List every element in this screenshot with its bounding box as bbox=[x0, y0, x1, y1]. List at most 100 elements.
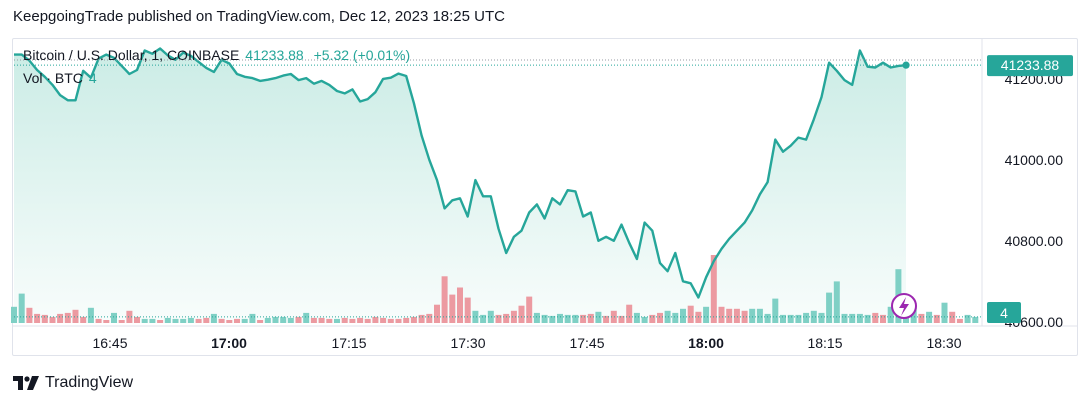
last-price-value: 41233.88 bbox=[245, 47, 304, 63]
volume-bar bbox=[387, 318, 394, 323]
volume-bar bbox=[418, 314, 425, 323]
volume-bar bbox=[541, 314, 548, 323]
volume-bar bbox=[49, 316, 56, 323]
volume-bar bbox=[641, 316, 648, 323]
volume-axis-badge bbox=[987, 302, 1021, 323]
volume-bar bbox=[487, 310, 494, 323]
volume-bar bbox=[764, 313, 771, 323]
volume-axis-label: 4 bbox=[1000, 305, 1008, 321]
volume-bar bbox=[864, 314, 871, 323]
volume-bar bbox=[595, 311, 602, 323]
volume-bar bbox=[87, 307, 94, 323]
symbol-title[interactable]: Bitcoin / U.S. Dollar, 1, COINBASE bbox=[23, 47, 240, 63]
volume-bar bbox=[964, 314, 971, 323]
publish-info: KeepgoingTrade published on TradingView.… bbox=[13, 8, 505, 25]
volume-bar bbox=[72, 309, 79, 323]
volume-bar bbox=[472, 310, 479, 323]
volume-bar bbox=[833, 281, 840, 323]
volume-bar bbox=[495, 314, 502, 323]
volume-bar bbox=[334, 318, 340, 323]
volume-bar bbox=[172, 318, 179, 323]
last-price-axis-badge bbox=[987, 55, 1073, 77]
volume-bar bbox=[949, 311, 956, 323]
lightning-icon bbox=[899, 297, 909, 316]
volume-bar bbox=[310, 317, 317, 323]
volume-bar bbox=[272, 316, 279, 323]
x-tick-label: 18:15 bbox=[807, 335, 842, 351]
price-line bbox=[14, 47, 907, 299]
y-tick-label: 40800.00 bbox=[1005, 233, 1064, 249]
volume-bar bbox=[726, 308, 733, 323]
volume-bar bbox=[610, 310, 617, 323]
volume-bar bbox=[441, 276, 448, 323]
volume-bar bbox=[234, 318, 240, 323]
volume-bar bbox=[326, 318, 333, 323]
volume-bar bbox=[572, 314, 579, 323]
volume-bar bbox=[11, 306, 17, 323]
volume-bar bbox=[134, 316, 140, 323]
volume-bar bbox=[787, 314, 794, 323]
volume-bar bbox=[580, 314, 587, 323]
volume-bar bbox=[880, 314, 886, 323]
volume-bar bbox=[503, 313, 510, 323]
volume-bar bbox=[149, 318, 156, 323]
volume-bar bbox=[403, 317, 410, 323]
volume-bar bbox=[180, 318, 187, 323]
x-tick-label: 16:45 bbox=[92, 335, 127, 351]
volume-bar bbox=[318, 317, 325, 323]
volume-bar bbox=[287, 317, 294, 323]
last-price-axis-label: 41233.88 bbox=[1001, 57, 1060, 73]
volume-bar bbox=[364, 318, 371, 323]
volume-bar bbox=[111, 312, 117, 323]
volume-bar bbox=[772, 298, 779, 323]
volume-bar bbox=[164, 317, 171, 323]
volume-bar bbox=[810, 310, 817, 323]
volume-bar bbox=[372, 316, 379, 323]
volume-bar bbox=[118, 320, 125, 323]
volume-bar bbox=[703, 306, 710, 323]
x-tick-label: 17:00 bbox=[211, 335, 247, 351]
volume-bar bbox=[480, 314, 487, 323]
x-tick-label: 17:15 bbox=[331, 335, 366, 351]
volume-bar bbox=[349, 318, 356, 323]
volume-bar bbox=[218, 318, 225, 323]
volume-bar bbox=[103, 320, 110, 323]
volume-bar bbox=[856, 313, 863, 323]
volume-bar bbox=[249, 313, 256, 323]
volume-bar bbox=[680, 308, 686, 323]
volume-bar bbox=[34, 313, 41, 323]
volume-legend: Vol · BTC 4 bbox=[23, 70, 97, 86]
volume-bar bbox=[795, 314, 802, 323]
x-tick-label: 18:00 bbox=[688, 335, 724, 351]
volume-bar bbox=[618, 315, 625, 323]
volume-bar bbox=[518, 305, 525, 323]
volume-bar bbox=[18, 293, 25, 323]
volume-bar bbox=[780, 314, 786, 323]
volume-bar bbox=[633, 312, 640, 323]
volume-bar bbox=[226, 320, 233, 323]
volume-value: 4 bbox=[88, 70, 97, 86]
x-tick-label: 17:30 bbox=[450, 335, 485, 351]
volume-bar bbox=[241, 318, 248, 323]
volume-bar bbox=[749, 308, 756, 323]
volume-bar bbox=[826, 292, 833, 323]
volume-bar bbox=[587, 313, 594, 323]
volume-bar bbox=[526, 296, 533, 323]
volume-bar bbox=[733, 308, 740, 323]
volume-bar bbox=[918, 313, 925, 323]
volume-bar bbox=[510, 310, 517, 323]
volume-bar bbox=[95, 318, 102, 323]
volume-bar bbox=[26, 307, 33, 323]
tradingview-logo-icon bbox=[13, 376, 39, 390]
volume-label[interactable]: Vol · BTC bbox=[23, 70, 83, 86]
volume-bar bbox=[434, 304, 440, 323]
volume-bar bbox=[449, 294, 456, 323]
volume-bar bbox=[57, 313, 64, 323]
volume-bar bbox=[603, 315, 610, 323]
volume-bar bbox=[126, 310, 133, 323]
volume-bar bbox=[426, 313, 433, 323]
volume-bar bbox=[741, 310, 748, 323]
y-tick-label: 41000.00 bbox=[1005, 152, 1064, 168]
volume-bar bbox=[657, 312, 663, 323]
